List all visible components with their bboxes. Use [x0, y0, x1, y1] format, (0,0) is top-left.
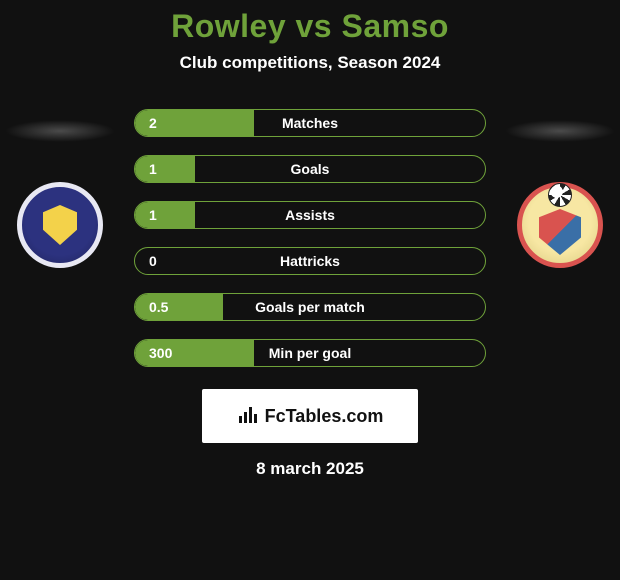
right-side — [500, 120, 620, 268]
stat-bar: 1 Assists — [134, 201, 486, 229]
source-logo: FcTables.com — [202, 389, 418, 443]
stat-bar: 0.5 Goals per match — [134, 293, 486, 321]
stat-label: Goals — [135, 161, 485, 177]
club-crest-right — [517, 182, 603, 268]
stat-label: Matches — [135, 115, 485, 131]
source-logo-text: FcTables.com — [265, 406, 384, 427]
page-title: Rowley vs Samso — [0, 8, 620, 45]
infographic-date: 8 march 2025 — [0, 459, 620, 479]
page-subtitle: Club competitions, Season 2024 — [0, 53, 620, 73]
chart-icon — [237, 407, 259, 425]
stat-label: Hattricks — [135, 253, 485, 269]
club-crest-left — [17, 182, 103, 268]
infographic-root: Rowley vs Samso Club competitions, Seaso… — [0, 0, 620, 580]
stat-bar: 2 Matches — [134, 109, 486, 137]
stat-bar: 1 Goals — [134, 155, 486, 183]
left-side — [0, 120, 120, 268]
stat-label: Assists — [135, 207, 485, 223]
player-shadow-right — [505, 120, 615, 142]
stat-bars: 2 Matches 1 Goals 1 Assists 0 Hattricks … — [134, 109, 486, 367]
stat-label: Goals per match — [135, 299, 485, 315]
stat-bar: 0 Hattricks — [134, 247, 486, 275]
ball-icon — [548, 183, 572, 207]
player-shadow-left — [5, 120, 115, 142]
stat-label: Min per goal — [135, 345, 485, 361]
stat-bar: 300 Min per goal — [134, 339, 486, 367]
